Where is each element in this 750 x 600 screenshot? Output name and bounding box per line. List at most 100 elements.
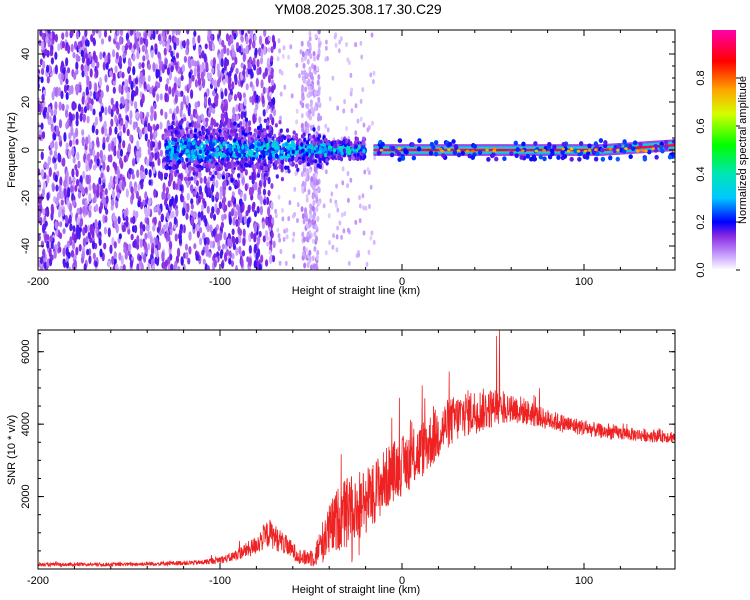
- spectrogram-cell: [331, 75, 335, 81]
- spectrogram-cell: [362, 148, 366, 154]
- spectrogram-cell: [54, 244, 58, 251]
- spectrogram-cell: [317, 74, 321, 81]
- spectrogram-cell: [282, 236, 286, 242]
- spectrogram-cell: [165, 186, 170, 194]
- spectrogram-cell: [316, 79, 320, 86]
- spectrogram-cell: [264, 259, 269, 267]
- spectrogram-cell: [134, 37, 138, 46]
- spectrogram-cell: [328, 240, 331, 246]
- spectrogram-cell: [189, 129, 193, 135]
- spectrogram-cell: [171, 87, 175, 98]
- spectrogram-cell: [271, 255, 276, 263]
- spectrogram-cell: [194, 167, 198, 172]
- spectrogram-cell: [193, 67, 197, 77]
- spectrogram-cell: [212, 128, 216, 133]
- spectrogram-cell: [222, 149, 227, 154]
- spectrogram-cell: [243, 136, 247, 141]
- spectrogram-cell: [301, 87, 304, 93]
- spectrogram-cell: [129, 110, 133, 120]
- spectrogram-cell: [363, 154, 367, 160]
- spectrogram-cell: [255, 94, 259, 103]
- spectrogram-cell: [275, 174, 279, 179]
- spectrogram-cell: [316, 54, 320, 61]
- spectrogram-cell: [43, 161, 48, 169]
- spectrogram-cell: [359, 98, 363, 104]
- spectrogram-cell: [356, 152, 360, 157]
- spectrogram-cell: [173, 148, 177, 154]
- spectrogram-cell: [118, 70, 123, 78]
- spectrogram-cell: [309, 213, 313, 219]
- spectrogram-cell: [178, 120, 183, 125]
- spectrogram-cell: [146, 111, 150, 118]
- spectrogram-cell: [361, 141, 365, 146]
- spectrogram-cell: [312, 199, 316, 206]
- spectrogram-cell: [113, 241, 117, 249]
- spectrogram-cell: [302, 218, 306, 225]
- spectrogram-cell: [192, 171, 196, 176]
- spectrogram-cell: [197, 211, 201, 218]
- spectrogram-cell: [319, 115, 323, 121]
- spectrogram-cell: [224, 87, 228, 97]
- spectrogram-cell: [308, 256, 312, 262]
- spectrogram-cell: [187, 165, 192, 170]
- spectrogram-cell: [124, 79, 128, 87]
- spectrogram-cell: [270, 201, 274, 210]
- spectrogram-cell: [284, 141, 289, 147]
- spectrogram-cell: [192, 145, 196, 150]
- spectrogram-cell: [224, 204, 228, 212]
- spectrogram-cell: [214, 128, 218, 134]
- spectrogram-cell: [215, 164, 220, 170]
- spectrogram-cell: [350, 87, 354, 93]
- spectrogram-cell: [212, 57, 216, 67]
- spectrogram-cell: [243, 97, 247, 107]
- spectrogram-cell: [155, 68, 159, 79]
- spectrogram-cell: [313, 159, 318, 164]
- spectrogram-cell: [181, 40, 185, 47]
- spectrogram-cell: [274, 123, 278, 128]
- spectrogram-cell: [129, 30, 134, 36]
- spectrogram-cell: [60, 191, 64, 200]
- spectrogram-cell: [350, 108, 354, 114]
- spectrogram-cell: [308, 30, 312, 37]
- spectrogram-cell: [316, 249, 320, 256]
- spectrogram-cell: [283, 84, 287, 90]
- spectrogram-cell: [215, 191, 219, 199]
- spectrogram-cell: [166, 77, 170, 85]
- spectrogram-cell: [309, 158, 313, 164]
- spectrogram-cell: [262, 198, 267, 206]
- spectrogram-cell: [218, 128, 222, 134]
- spectrogram-cell: [215, 147, 220, 152]
- spectrogram-cell: [50, 203, 54, 214]
- spectrogram-cell: [92, 182, 96, 192]
- spectrogram-cell: [229, 240, 233, 248]
- spectrogram-cell: [157, 34, 161, 42]
- spectrogram-cell: [265, 235, 269, 241]
- spectrogram-cell: [175, 52, 180, 59]
- spectrogram-cell: [241, 250, 246, 257]
- spectrogram-cell: [340, 151, 344, 156]
- spectrogram-cell: [136, 140, 140, 149]
- spectrogram-cell: [248, 126, 252, 131]
- spectrogram-cell: [359, 40, 363, 46]
- spectrogram-cell: [259, 205, 264, 216]
- spectrogram-cell: [231, 81, 235, 90]
- spectrogram-cell: [173, 76, 178, 83]
- spectrogram-cell: [81, 129, 85, 136]
- spectrogram-cell: [313, 137, 318, 143]
- spectrogram-cell: [88, 159, 93, 170]
- spectrogram-cell: [286, 138, 291, 143]
- spectrogram-cell: [301, 188, 305, 194]
- spectrogram-cell: [361, 193, 365, 199]
- spectrogram-cell: [318, 157, 322, 162]
- spectrogram-cell: [181, 64, 185, 73]
- spectrogram-cell: [143, 81, 147, 90]
- spectrogram-cell: [345, 42, 348, 48]
- spectrogram-cell: [223, 132, 227, 137]
- spectrogram-cell: [162, 182, 166, 193]
- spectrogram-cell: [167, 132, 172, 137]
- spectrogram-cell: [256, 67, 260, 76]
- spectrogram-cell: [74, 185, 78, 192]
- spectrogram-cell: [70, 185, 74, 193]
- spectrogram-cell: [262, 86, 266, 94]
- spectrogram-cell: [358, 218, 362, 224]
